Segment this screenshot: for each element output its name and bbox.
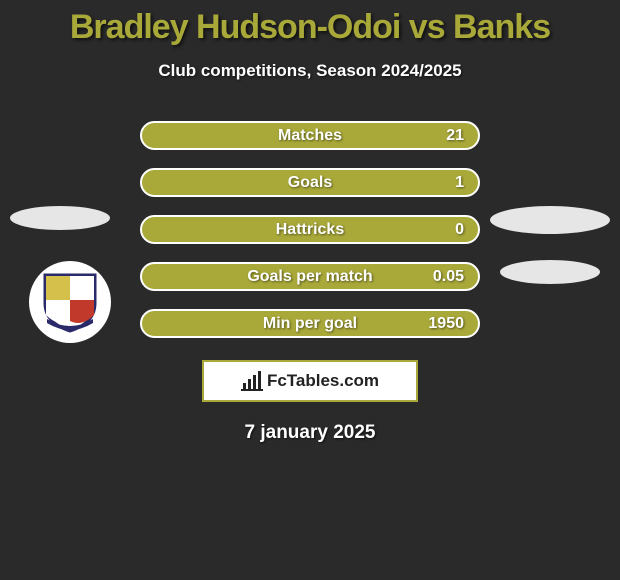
stat-label: Min per goal [263,315,357,333]
crest-shield-icon [43,271,97,333]
stat-value: 1 [455,174,464,192]
stat-value: 21 [446,127,464,145]
stat-label: Goals per match [247,268,372,286]
brand-text: FcTables.com [267,371,379,391]
stat-value: 0.05 [433,268,464,286]
right-player-avatar-placeholder-2 [500,260,600,284]
stat-label: Goals [288,174,332,192]
stat-value: 0 [455,221,464,239]
stat-bar-goals: Goals 1 [140,168,480,197]
stat-label: Hattricks [276,221,344,239]
right-player-avatar-placeholder-1 [490,206,610,234]
stat-bar-hattricks: Hattricks 0 [140,215,480,244]
stat-bar-min-per-goal: Min per goal 1950 [140,309,480,338]
stat-value: 1950 [428,315,464,333]
club-crest [29,261,111,343]
footer-date: 7 january 2025 [0,422,620,444]
stat-bars: Matches 21 Goals 1 Hattricks 0 Goals per… [140,121,480,338]
brand-chart-icon [241,371,263,391]
left-player-avatar-placeholder [10,206,110,230]
page-title: Bradley Hudson-Odoi vs Banks [0,0,620,47]
stat-bar-matches: Matches 21 [140,121,480,150]
stat-bar-goals-per-match: Goals per match 0.05 [140,262,480,291]
brand-box: FcTables.com [202,360,418,402]
subtitle: Club competitions, Season 2024/2025 [0,61,620,81]
stat-label: Matches [278,127,342,145]
